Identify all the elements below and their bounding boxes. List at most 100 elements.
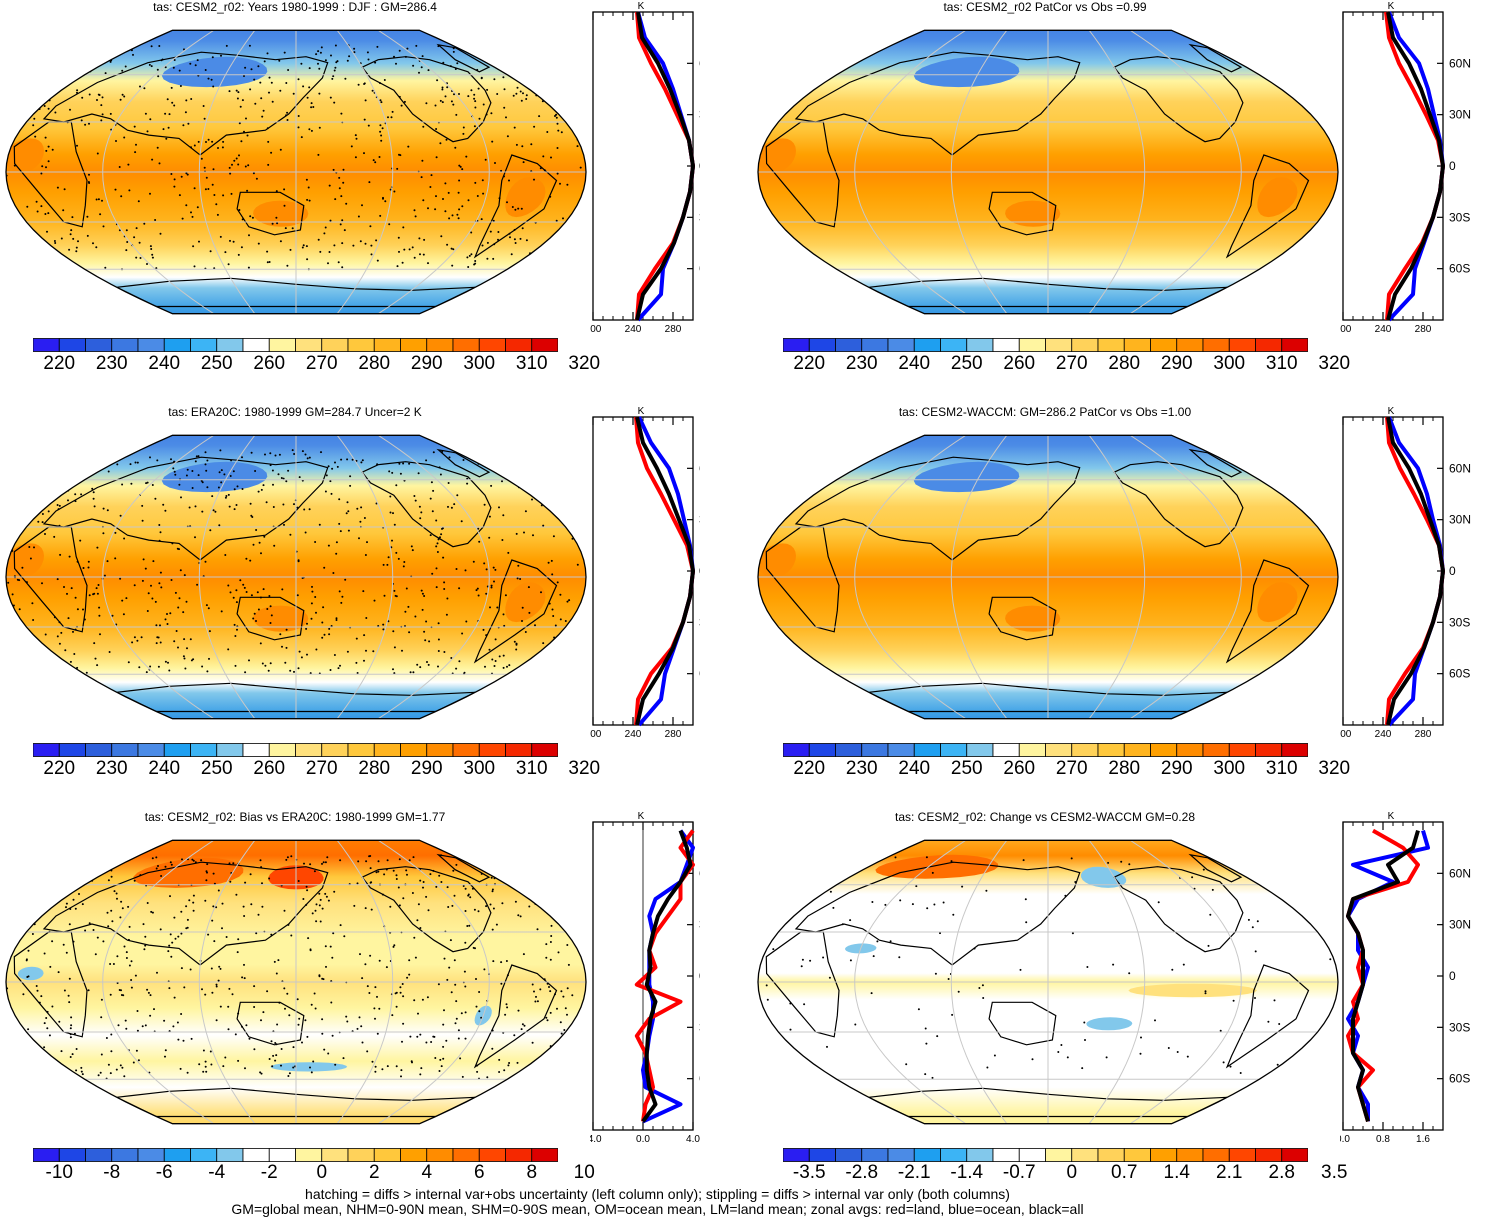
colorbar-swatch: [808, 338, 836, 352]
colorbar-swatch: [1123, 1148, 1151, 1162]
longitude-line: [336, 435, 394, 719]
colorbar-tick-label: 220: [43, 353, 76, 374]
colorbar-swatch: [33, 743, 60, 757]
colorbar-tick-label: -0.7: [1002, 1162, 1036, 1183]
zonal-lat-label: 0: [1449, 159, 1456, 173]
anomaly-patch: [1257, 582, 1298, 623]
graticule: [758, 840, 1338, 1124]
colorbar-swatch: [85, 743, 113, 757]
graticule: [758, 435, 1338, 719]
colorbar-tick-label: 2.8: [1268, 1162, 1295, 1183]
colorbar-swatch: [33, 1148, 60, 1162]
colorbar-tick-label: -2.1: [897, 1162, 931, 1183]
zonal-profile: K 0.0 0.8 1.6 60N 30N 0 30S 60S: [1340, 811, 1471, 1145]
colorbar-swatch: [1281, 743, 1308, 757]
colorbar-swatch: [1150, 743, 1178, 757]
colorbar-tick-label: 230: [95, 758, 128, 779]
zonal-tick-label: 280: [665, 729, 682, 740]
zonal-lat-label: 60N: [699, 461, 700, 475]
colorbar-swatch: [1255, 743, 1283, 757]
zonal-lat-label: 30S: [1449, 1020, 1470, 1034]
colorbar-swatch: [1045, 1148, 1073, 1162]
colorbar-swatch: [861, 338, 889, 352]
colorbar-swatch: [216, 743, 244, 757]
zonal-series-all: [641, 829, 693, 1123]
colorbar-tick-label: 2: [368, 1162, 380, 1183]
longitude-line: [102, 435, 214, 719]
colorbar-swatch: [861, 1148, 889, 1162]
coastline: [13, 526, 88, 633]
longitude-line: [950, 435, 1008, 719]
colorbar-swatch: [861, 743, 889, 757]
colorbar-swatch: [1018, 743, 1046, 757]
colorbar-tick-label: 270: [1055, 758, 1088, 779]
colorbar-tick-label: 230: [845, 353, 878, 374]
zonal-frame: [592, 416, 694, 726]
colorbar-swatch: [887, 743, 915, 757]
colorbar-swatch: [887, 338, 915, 352]
colorbar-tick-label: 320: [1318, 353, 1351, 374]
colorbar-swatch: [808, 743, 836, 757]
zonal-lat-label: 60N: [1449, 56, 1471, 70]
coastline: [988, 191, 1057, 236]
colorbar-swatch: [58, 1148, 86, 1162]
world-map: [757, 29, 1339, 315]
zonal-tick-label: 200: [590, 324, 602, 335]
colorbar-labels: 220 230 240 250 260 270 280 290 300 310 320: [33, 353, 600, 377]
colorbar-swatch: [1150, 338, 1178, 352]
colorbar-swatch: [1097, 338, 1125, 352]
colorbar-swatch: [216, 1148, 244, 1162]
colorbar-labels: -3.5 -2.8 -2.1 -1.4 -0.7 0 0.7 1.4 2.1 2.8 3.5: [783, 1162, 1348, 1186]
longitude-line: [102, 840, 214, 1124]
anomaly-patch: [1005, 605, 1061, 632]
panel-title: tas: CESM2-WACCM: GM=286.2 PatCor vs Obs…: [898, 405, 1192, 419]
colorbar-swatch: [1123, 338, 1151, 352]
colorbar-tick-label: 240: [148, 353, 181, 374]
zonal-tick-label: 200: [1340, 729, 1352, 740]
colorbar-tick-label: 290: [410, 758, 443, 779]
coastline: [13, 121, 88, 228]
colorbar-swatch: [111, 1148, 139, 1162]
colorbar-swatch: [887, 1148, 915, 1162]
coastline: [236, 1001, 305, 1046]
colorbar-swatch: [111, 338, 139, 352]
colorbar-tick-label: 250: [950, 758, 983, 779]
footer-note-1: hatching = diffs > internal var+obs unce…: [305, 1186, 1010, 1202]
colorbar-swatch: [216, 338, 244, 352]
colorbar-swatch: [137, 743, 165, 757]
map-border: [757, 434, 1339, 720]
colorbar-tick-label: 4: [421, 1162, 433, 1183]
zonal-lat-label: 30S: [699, 1020, 700, 1034]
zonal-series-all: [1386, 416, 1445, 726]
anomaly-patch: [1128, 983, 1257, 998]
colorbar-swatch: [531, 1148, 558, 1162]
map-field: [6, 435, 586, 719]
map-border: [757, 839, 1339, 1125]
colorbar-swatch: [1097, 743, 1125, 757]
colorbar-tick-label: 0: [1066, 1162, 1078, 1183]
colorbar-swatch: [426, 1148, 454, 1162]
colorbar-tick-label: 320: [568, 758, 601, 779]
zonal-lat-label: 30N: [1449, 513, 1471, 527]
colorbar-tick-label: 260: [1003, 758, 1036, 779]
coastline: [988, 596, 1057, 641]
colorbar-swatch: [452, 743, 480, 757]
longitude-line: [854, 840, 966, 1124]
zonal-series-all: [635, 11, 695, 321]
anomaly-patch: [505, 177, 546, 218]
colorbar-swatch: [373, 338, 401, 352]
zonal-series-all: [635, 416, 695, 726]
colorbar-tick-label: 280: [1108, 758, 1141, 779]
colorbar-swatch: [1176, 338, 1204, 352]
longitude-line: [336, 840, 394, 1124]
zonal-lat-label: 30S: [699, 615, 700, 629]
coastline: [765, 931, 840, 1038]
anomaly-patch: [913, 461, 1020, 493]
zonal-tick-label: 200: [1340, 324, 1352, 335]
colorbar-tick-label: 3.5: [1321, 1162, 1348, 1183]
colorbar-swatch: [966, 338, 994, 352]
zonal-series-ocean: [636, 11, 695, 322]
zonal-profile: K 200 240 280 60N 30N 0 30S 60S: [1340, 1, 1471, 335]
colorbar-swatch: [1202, 338, 1230, 352]
anomaly-patch: [913, 56, 1020, 88]
